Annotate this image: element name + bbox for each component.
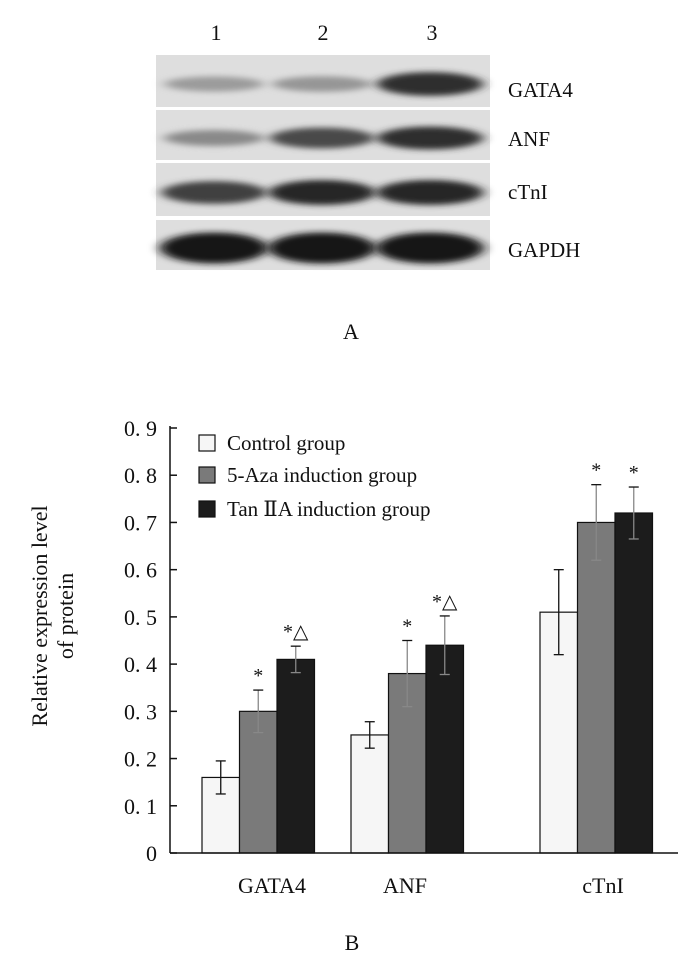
band-ctni-lane-2: [268, 179, 376, 206]
y-tick-label: 0. 8: [124, 463, 157, 488]
significance-mark-anf-series-3: *△: [432, 591, 458, 613]
y-tick-label: 0. 1: [124, 794, 157, 819]
bar-ctni-series-2: [576, 521, 616, 854]
error-bar-gata4-series-1: [215, 760, 226, 795]
y-tick-label: 0. 9: [124, 416, 157, 441]
lane-label-3: 3: [427, 20, 438, 45]
x-axis: GATA4 ANF cTnI: [170, 852, 678, 898]
panel-label-a: A: [343, 319, 359, 344]
error-bar-ctni-series-3: [628, 486, 639, 540]
y-axis-title: Relative expression level of protein: [27, 505, 78, 726]
protein-labels: GATA4 ANF cTnI GAPDH: [508, 78, 580, 262]
bar-chart-panel: Relative expression level of protein 0 0.…: [27, 416, 678, 955]
lane-labels: 1 2 3: [211, 20, 438, 45]
bar-anf-series-3: [425, 644, 465, 854]
band-ctni-lane-3: [376, 179, 484, 206]
y-axis-label-line2: of protein: [53, 573, 78, 659]
band-gapdh-lane-3: [376, 232, 484, 264]
band-gapdh-lane-2: [268, 232, 376, 264]
significance-mark-ctni-series-2: *: [591, 460, 601, 482]
x-tick-label-anf: ANF: [383, 873, 427, 898]
blot-strip-ctni: [156, 163, 490, 216]
legend: Control group 5-Aza induction group Tan ⅡA…: [198, 431, 431, 521]
x-tick-label-ctni: cTnI: [582, 873, 624, 898]
protein-label-anf: ANF: [508, 127, 550, 151]
y-tick-label: 0. 6: [124, 558, 157, 583]
band-anf-lane-3: [376, 126, 484, 150]
significance-mark-anf-series-2: *: [402, 616, 412, 638]
band-anf-lane-1: [163, 130, 265, 146]
legend-label: Tan ⅡA induction group: [227, 497, 431, 521]
y-tick-label: 0. 3: [124, 699, 157, 724]
error-bar-gata4-series-3: [290, 645, 301, 674]
blot-strip-gata4: [156, 55, 490, 107]
protein-label-gapdh: GAPDH: [508, 238, 580, 262]
protein-label-ctni: cTnI: [508, 180, 548, 204]
y-tick-label: 0. 4: [124, 652, 157, 677]
blot-strip-anf: [156, 110, 490, 160]
x-tick-label-gata4: GATA4: [238, 873, 306, 898]
error-bar-anf-series-3: [439, 615, 450, 676]
bar-gata4-series-2: [238, 710, 278, 854]
blot-strip-gapdh: [156, 220, 490, 270]
legend-swatch: [198, 500, 216, 518]
significance-mark-ctni-series-3: *: [629, 462, 639, 484]
band-gata4-lane-1: [164, 76, 264, 92]
band-ctni-lane-1: [161, 181, 267, 204]
bars: [201, 512, 654, 854]
error-bars: [215, 484, 639, 795]
legend-item-2: 5-Aza induction group: [198, 463, 417, 487]
y-tick-label: 0. 7: [124, 510, 157, 535]
y-tick-label: 0. 2: [124, 747, 157, 772]
lane-label-1: 1: [211, 20, 222, 45]
error-bar-ctni-series-1: [553, 569, 564, 656]
panel-label-b: B: [345, 930, 360, 955]
y-tick-label: 0. 5: [124, 605, 157, 630]
error-bar-gata4-series-2: [253, 689, 264, 734]
blot-strips: [156, 55, 490, 270]
y-axis: 0 0. 1 0. 2 0. 3 0. 4 0. 5 0. 6 0. 7 0. 8 0. 9: [124, 416, 177, 866]
error-bar-ctni-series-2: [591, 484, 602, 561]
significance-mark-gata4-series-2: *: [253, 665, 263, 687]
legend-label: 5-Aza induction group: [227, 463, 417, 487]
bar-anf-series-1: [350, 734, 390, 854]
y-axis-label-line1: Relative expression level: [27, 505, 52, 726]
significance-marks: * *△ * *△ * *: [253, 460, 639, 687]
legend-item-1: Control group: [198, 431, 345, 455]
legend-swatch: [198, 466, 216, 484]
y-tick-label: 0: [146, 841, 157, 866]
band-gapdh-lane-1: [160, 232, 268, 264]
bar-gata4-series-3: [276, 658, 316, 854]
legend-item-3: Tan ⅡA induction group: [198, 497, 431, 521]
legend-swatch: [198, 434, 216, 452]
protein-label-gata4: GATA4: [508, 78, 573, 102]
band-gata4-lane-3: [376, 72, 484, 96]
band-gata4-lane-2: [272, 76, 372, 92]
bar-ctni-series-3: [614, 512, 654, 854]
lane-label-2: 2: [318, 20, 329, 45]
western-blot-panel: 1 2 3 GATA4 ANF cTnI GAPDH A: [156, 20, 580, 344]
error-bar-anf-series-1: [364, 721, 375, 749]
legend-label: Control group: [227, 431, 345, 455]
error-bar-anf-series-2: [402, 639, 413, 708]
band-anf-lane-2: [269, 127, 375, 149]
significance-mark-gata4-series-3: *△: [283, 621, 309, 643]
